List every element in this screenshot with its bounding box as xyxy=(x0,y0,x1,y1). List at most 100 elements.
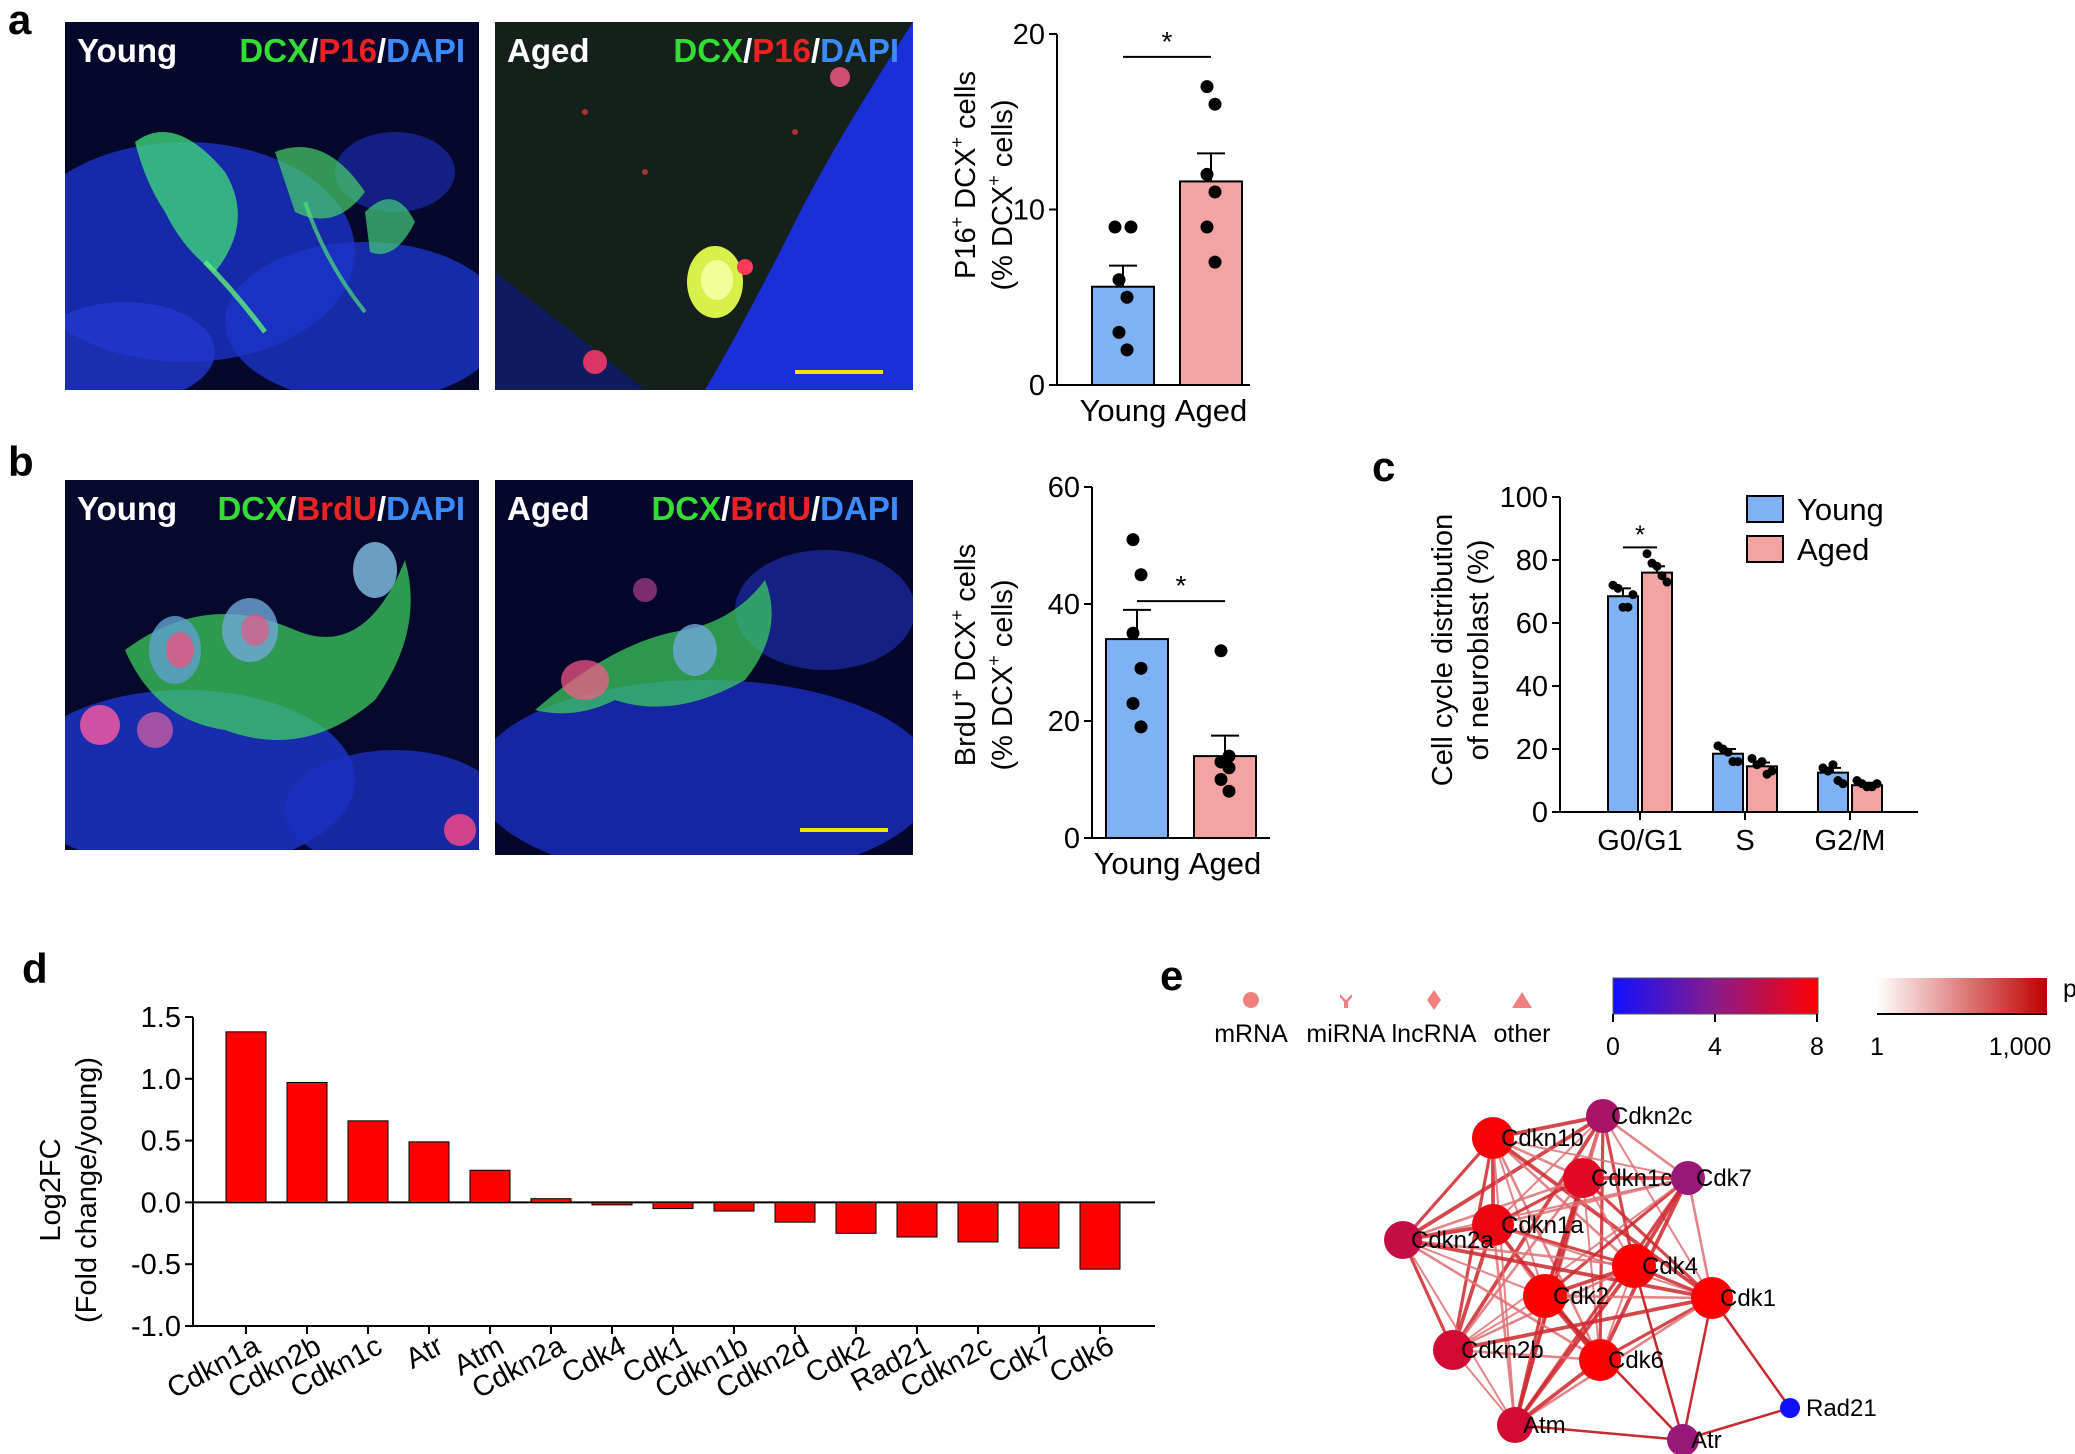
network-edge xyxy=(1681,1297,1714,1441)
significance-marker: * xyxy=(1176,570,1187,601)
data-point xyxy=(1747,753,1757,763)
data-point xyxy=(1733,757,1743,767)
stain-dcx: DCX xyxy=(651,490,722,527)
stain-sep: / xyxy=(810,490,821,527)
network-edge xyxy=(1682,1406,1791,1442)
bar xyxy=(591,1201,633,1206)
y-tick-label: 20 xyxy=(1013,19,1045,51)
bar xyxy=(652,1201,694,1210)
data-point xyxy=(1222,761,1236,775)
stain-brdu: BrdU xyxy=(296,490,377,527)
y-tick-label: 20 xyxy=(1048,706,1080,738)
network-node xyxy=(1780,1398,1800,1418)
chart-c: Cell cycle distribution of neuroblast (%… xyxy=(1427,482,1918,857)
bar xyxy=(713,1201,755,1212)
x-tick-label: Cdk6 xyxy=(1044,1330,1119,1390)
micrograph-b-young-label: Young xyxy=(77,490,178,527)
micrograph-a-aged: Aged DCX/P16/DAPI xyxy=(495,22,913,390)
network-node-label: Cdkn1c xyxy=(1591,1165,1672,1192)
chart-b-ylabel-line1: BrdU+ DCX+ cells xyxy=(947,544,982,766)
bar xyxy=(286,1082,328,1203)
network-edge xyxy=(1602,1114,1689,1180)
bar xyxy=(408,1141,450,1203)
data-point xyxy=(1214,644,1228,658)
bar xyxy=(1079,1201,1121,1270)
legend-mrna-label: mRNA xyxy=(1214,1020,1288,1048)
value-color-scale xyxy=(1612,977,1819,1015)
network-edge xyxy=(1513,1295,1547,1426)
legend-label: Aged xyxy=(1797,532,1869,567)
network-node xyxy=(1563,1158,1603,1198)
lncrna-shape-icon xyxy=(1427,990,1441,1010)
micrograph-a-young-stain: DCX/P16/DAPI xyxy=(239,32,465,70)
chart-a: P16+ DCX+ cells (% DCX+ cells) 0 10 20 Youn… xyxy=(947,19,1250,428)
ppi-scale-tick: 1 xyxy=(1870,1033,1884,1061)
value-scale-tick: 8 xyxy=(1810,1033,1824,1061)
y-tick-label: 60 xyxy=(1048,472,1080,504)
data-point xyxy=(1828,760,1838,770)
bar xyxy=(957,1201,999,1243)
y-tick-label: -0.5 xyxy=(131,1249,181,1281)
network-node xyxy=(1579,1339,1621,1381)
micrograph-b-young: Young DCX/BrdU/DAPI xyxy=(65,480,479,850)
significance-marker: * xyxy=(1162,26,1173,57)
y-tick-label: 100 xyxy=(1500,482,1548,514)
y-tick-label: 40 xyxy=(1516,671,1548,703)
network-node-label: Atm xyxy=(1523,1412,1566,1439)
stain-brdu: BrdU xyxy=(730,490,811,527)
data-point xyxy=(1628,590,1638,600)
value-scale-tick: 4 xyxy=(1708,1033,1722,1061)
micrograph-a-aged-stain: DCX/P16/DAPI xyxy=(673,32,899,70)
network-edge xyxy=(1492,1115,1604,1226)
data-point xyxy=(1112,273,1126,287)
stain-dapi: DAPI xyxy=(820,490,899,527)
y-tick-label: 20 xyxy=(1516,734,1548,766)
network-node xyxy=(1586,1099,1620,1133)
network-edge xyxy=(1401,1114,1605,1242)
x-tick-label: G0/G1 xyxy=(1597,825,1682,857)
data-point xyxy=(1838,779,1848,789)
network-edge xyxy=(1402,1238,1601,1362)
data-point xyxy=(1200,80,1214,94)
micrograph-b-young-image xyxy=(65,480,479,850)
stain-sep: / xyxy=(287,490,297,527)
data-point xyxy=(1767,766,1777,776)
network-edge xyxy=(1451,1177,1585,1351)
data-point xyxy=(1126,696,1140,710)
network-edge xyxy=(1602,1115,1713,1299)
data-point xyxy=(1642,549,1652,559)
network-edge xyxy=(1599,1296,1713,1362)
legend-lncrna-label: lncRNA xyxy=(1392,1020,1477,1048)
data-point xyxy=(1120,290,1134,304)
chart-c-ylabel-line2: of neuroblast (%) xyxy=(1463,540,1495,761)
data-point xyxy=(1222,784,1236,798)
micrograph-a-young: Young DCX/P16/DAPI xyxy=(65,22,479,390)
x-tick-label: G2/M xyxy=(1815,825,1886,857)
micrograph-b-aged-image xyxy=(495,480,913,855)
scale-bar xyxy=(800,828,888,832)
data-point xyxy=(1200,220,1214,234)
bar xyxy=(774,1201,816,1223)
bar xyxy=(469,1169,511,1203)
panel-label-e: e xyxy=(1160,952,1184,999)
data-point xyxy=(1662,577,1672,587)
y-tick-label: -1.0 xyxy=(131,1311,181,1343)
chart-a-ylabel-line1: P16+ DCX+ cells xyxy=(947,71,982,279)
mirna-shape-icon xyxy=(1340,994,1352,1008)
micrograph-a-aged-label: Aged xyxy=(507,32,590,69)
chart-c-ylabel-line1: Cell cycle distribution xyxy=(1427,514,1459,786)
network-edge xyxy=(1402,1239,1546,1297)
network-node-label: Cdkn1b xyxy=(1501,1125,1584,1152)
stain-p16: P16 xyxy=(752,32,811,69)
stain-sep: / xyxy=(376,490,387,527)
data-point xyxy=(1823,766,1833,776)
legend-swatch xyxy=(1746,495,1784,523)
network-edge xyxy=(1492,1137,1546,1297)
network-edge xyxy=(1401,1136,1495,1242)
network-node-label: Cdkn1a xyxy=(1501,1212,1584,1239)
bar xyxy=(1607,595,1639,813)
chart-b: BrdU+ DCX+ cells (% DCX+ cells) 0 20 40 60 Y… xyxy=(947,472,1270,881)
micrograph-b-aged: Aged DCX/BrdU/DAPI xyxy=(495,480,913,855)
y-tick-label: 40 xyxy=(1048,589,1080,621)
x-tick-label: Aged xyxy=(1189,846,1261,881)
